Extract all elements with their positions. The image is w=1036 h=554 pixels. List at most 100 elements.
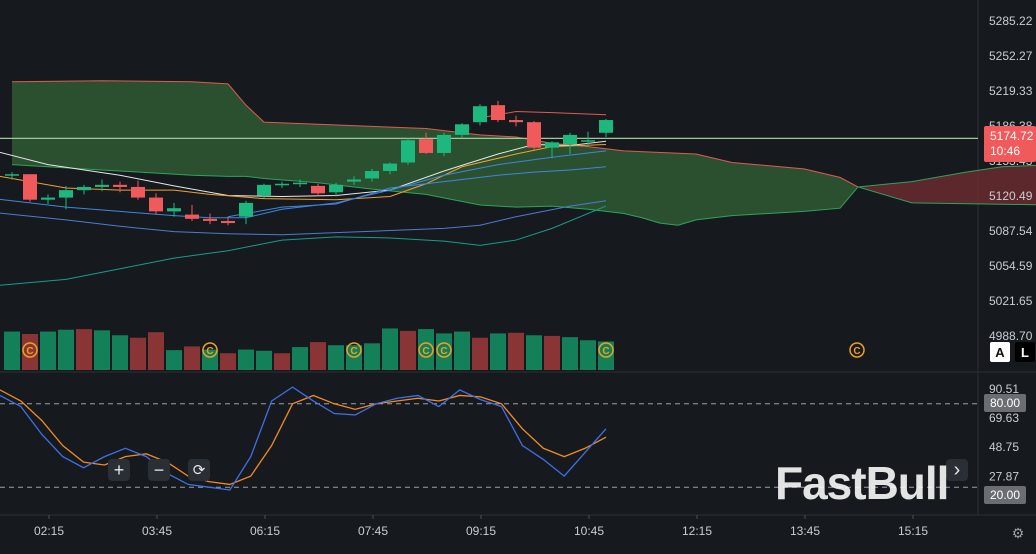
- candle-body: [167, 208, 181, 212]
- event-marker-icon: [598, 342, 614, 358]
- event-marker-icon: [202, 342, 218, 358]
- zoom-in-button[interactable]: +: [108, 459, 130, 481]
- upper-level-label: 80.00: [989, 396, 1021, 410]
- candle-body: [59, 190, 73, 198]
- volume-bar: [526, 335, 542, 370]
- candle-body: [599, 120, 613, 133]
- volume-bar: [22, 334, 38, 370]
- candle-body: [491, 105, 505, 121]
- volume-bars: [4, 328, 614, 370]
- span-a-line: [11, 80, 859, 188]
- oscillator-tick-label: 69.63: [989, 411, 1019, 425]
- event-marker-letter: C: [853, 346, 860, 357]
- event-marker-icon: [418, 342, 434, 358]
- event-marker-icon: [22, 342, 38, 358]
- time-tick-label: 03:45: [142, 524, 172, 538]
- volume-bar: [598, 341, 614, 370]
- outer-band-line: [0, 205, 607, 286]
- candle-body: [5, 174, 19, 176]
- candle-body: [419, 139, 433, 153]
- settings-gear-icon[interactable]: ⚙: [1011, 525, 1025, 541]
- scroll-right-button[interactable]: ›: [946, 459, 968, 481]
- auto-scale-button[interactable]: A: [990, 342, 1010, 362]
- reset-view-button[interactable]: ⟳: [188, 459, 210, 481]
- volume-bar: [184, 346, 200, 370]
- span-b-line: [11, 164, 1036, 226]
- candle-body: [41, 197, 55, 200]
- candle-body: [527, 122, 541, 148]
- volume-bar: [76, 329, 92, 370]
- candle-body: [257, 184, 271, 196]
- time-tick-label: 10:45: [574, 524, 604, 538]
- volume-bar: [382, 328, 398, 370]
- candle-body: [131, 186, 145, 198]
- volume-bar: [562, 337, 578, 370]
- event-marker-letter: C: [602, 346, 609, 357]
- volume-bar: [508, 332, 524, 370]
- candle-body: [437, 134, 451, 153]
- fastbull-watermark: FastBull: [775, 457, 949, 509]
- candle-body: [581, 140, 595, 142]
- volume-bar: [4, 331, 20, 370]
- event-marker-icon: [346, 342, 362, 358]
- volume-bar: [94, 330, 110, 370]
- log-scale-button[interactable]: L: [1015, 342, 1035, 362]
- candle-body: [149, 197, 163, 212]
- cloud-bearish: [858, 165, 1036, 205]
- volume-bar: [166, 350, 182, 370]
- volume-bar: [274, 353, 290, 370]
- volume-bar: [130, 337, 146, 370]
- zoom-out-button[interactable]: −: [148, 459, 170, 481]
- event-marker-letter: C: [206, 346, 213, 357]
- volume-bar: [292, 347, 308, 370]
- volume-bar: [454, 331, 470, 370]
- event-marker-icon: [436, 342, 452, 358]
- volume-bar: [220, 353, 236, 370]
- candle-body: [455, 124, 469, 135]
- volume-bar: [490, 333, 506, 370]
- candle-body: [311, 185, 325, 194]
- candle-body: [23, 174, 37, 200]
- base-line-extension: [227, 166, 607, 218]
- volume-bar: [472, 337, 488, 370]
- candles: [5, 100, 613, 226]
- price-tick-label: 5219.33: [989, 84, 1033, 98]
- oscillator-tick-label: 27.87: [989, 469, 1019, 483]
- volume-bar: [400, 330, 416, 370]
- volume-bar: [40, 331, 56, 370]
- volume-bar: [256, 350, 272, 370]
- cloud-bullish: [12, 80, 858, 226]
- candle-body: [401, 140, 415, 163]
- time-tick-label: 13:45: [790, 524, 820, 538]
- lower-level-tag: 20.00: [984, 486, 1026, 504]
- candle-body: [365, 171, 379, 179]
- candle-body: [203, 218, 217, 221]
- price-tick-label: 4988.70: [989, 329, 1033, 343]
- volume-bar: [202, 349, 218, 370]
- indicator-lines: [0, 111, 978, 286]
- volume-bar: [328, 345, 344, 370]
- event-marker-letter: C: [440, 346, 447, 357]
- volume-bar: [310, 342, 326, 370]
- oscillator-tick-label: 90.51: [989, 382, 1019, 396]
- volume-bar: [436, 333, 452, 370]
- price-tick-label: 5087.54: [989, 224, 1033, 238]
- current-price-countdown: 10:46: [990, 144, 1021, 158]
- upper-level-tag: 80.00: [984, 394, 1026, 412]
- lower-band-line: [0, 200, 607, 236]
- price-tick-label: 5285.22: [989, 14, 1033, 28]
- volume-bar: [148, 332, 164, 370]
- event-marker-letter: C: [422, 346, 429, 357]
- price-tick-label: 5252.27: [989, 49, 1033, 63]
- candle-body: [185, 214, 199, 219]
- event-marker-letter: C: [26, 346, 33, 357]
- candle-body: [563, 134, 577, 145]
- oscillator-tick-label: 48.75: [989, 440, 1019, 454]
- volume-bar: [364, 343, 380, 370]
- stochastic-k-line: [0, 386, 607, 491]
- grid: [0, 0, 1036, 516]
- candle-body: [545, 142, 559, 148]
